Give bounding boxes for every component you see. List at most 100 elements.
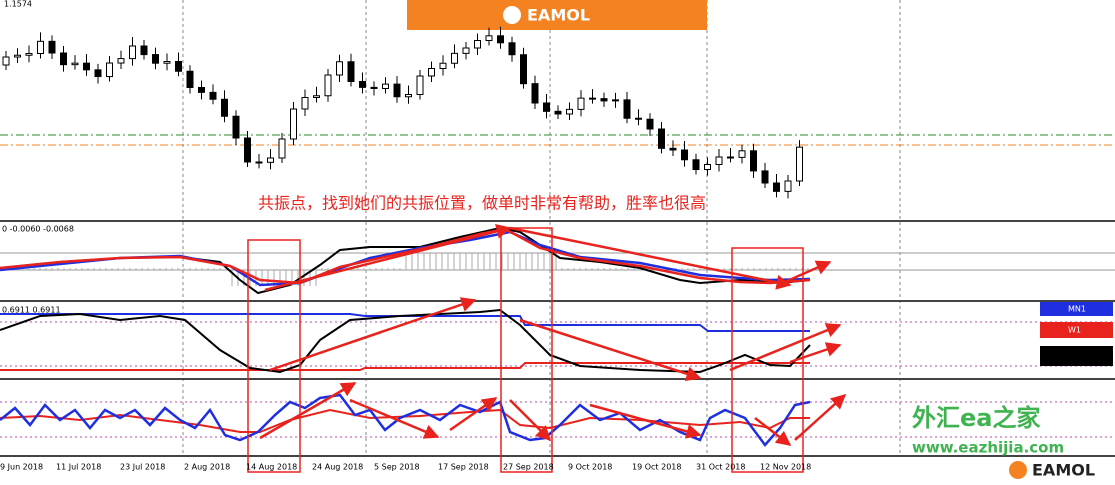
candle-body	[336, 61, 343, 76]
candle-body	[750, 150, 757, 172]
candle-body	[543, 102, 550, 112]
candle-body	[106, 62, 113, 78]
panel-label: 0 -0.0060 -0.0068	[2, 225, 74, 234]
candle-body	[255, 161, 263, 164]
candle-body	[198, 87, 205, 93]
candle-body	[232, 115, 240, 139]
candle-body	[370, 86, 378, 89]
candle-body	[405, 94, 412, 98]
date-label: 23 Jul 2018	[120, 463, 165, 472]
candle-body	[359, 81, 366, 88]
candle-body	[474, 40, 481, 49]
date-label: 11 Jul 2018	[56, 463, 101, 472]
candle-body	[324, 74, 332, 97]
date-label: 9 Jun 2018	[0, 463, 43, 472]
date-label: 9 Oct 2018	[568, 463, 612, 472]
candle-body	[140, 45, 148, 56]
panel-label: 0.6911 0.6911	[2, 306, 61, 315]
legend-label: MN1	[1068, 305, 1086, 314]
date-label: 12 Nov 2018	[760, 463, 811, 472]
candle-body	[692, 159, 700, 170]
candle-body	[589, 97, 596, 100]
candle-body	[267, 157, 274, 163]
watermark-title: 外汇ea之家	[912, 404, 1040, 432]
date-label: 14 Aug 2018	[246, 463, 297, 472]
price-label: 1.1574	[4, 0, 32, 9]
candle-body	[152, 54, 159, 64]
legend-label: W1	[1068, 326, 1081, 335]
candle-body	[60, 52, 67, 66]
candle-body	[566, 108, 573, 115]
candle-body	[669, 147, 677, 151]
candle-body	[71, 62, 79, 66]
candle-body	[715, 156, 723, 165]
macd-line	[0, 226, 811, 295]
candle-body	[244, 137, 251, 163]
date-label: 17 Sep 2018	[438, 463, 489, 472]
candle-body	[761, 170, 769, 184]
date-label: 19 Oct 2018	[632, 463, 681, 472]
annotation: 共振点，找到她们的共振位置，做单时非常有帮助，胜率也很高	[258, 194, 706, 213]
candle-body	[175, 61, 182, 72]
candle-body	[290, 108, 297, 140]
candle-body	[221, 98, 228, 117]
legend-box	[1040, 346, 1113, 366]
candle-body	[2, 56, 10, 66]
date-axis: 9 Jun 2018 11 Jul 2018 23 Jul 2018 2 Aug 20…	[0, 463, 811, 472]
candle-body	[738, 150, 746, 158]
d1-line	[0, 308, 811, 374]
candle-body	[623, 99, 631, 119]
candle-body	[796, 146, 803, 182]
candle-body	[704, 164, 711, 170]
candle-body	[94, 69, 102, 78]
logo-banner	[407, 0, 707, 30]
legend-box	[1040, 302, 1113, 316]
candle-body	[382, 83, 389, 89]
candle-body	[313, 95, 320, 98]
stoch-signal	[0, 408, 810, 433]
date-label: 5 Sep 2018	[374, 463, 420, 472]
candle-body	[635, 117, 642, 120]
candle-body	[48, 40, 56, 54]
candle-body	[577, 97, 585, 110]
highlight-boxes	[247, 227, 804, 473]
candle-body	[681, 149, 688, 161]
candle-body	[439, 62, 447, 69]
candle-body	[301, 97, 309, 110]
candle-body	[520, 54, 527, 85]
logo: EAMOL	[527, 6, 590, 25]
candle-body	[25, 53, 33, 56]
panel-separators	[0, 220, 1115, 457]
legend-box	[1040, 322, 1113, 338]
candle-body	[117, 58, 125, 64]
watermark-logo: EAMOL	[1032, 461, 1095, 480]
candle-body	[658, 128, 665, 149]
date-label: 31 Oct 2018	[696, 463, 745, 472]
date-label: 27 Sep 2018	[503, 463, 554, 472]
candle-body	[428, 68, 435, 77]
candle-body	[497, 35, 504, 44]
watermark-url: www.eazhijia.com	[912, 439, 1064, 457]
candle-body	[462, 47, 470, 54]
candle-body	[646, 118, 654, 130]
candle-body	[186, 70, 194, 88]
candle-body	[83, 62, 90, 71]
candle-body	[554, 110, 562, 115]
candle-body	[508, 42, 516, 56]
candle-body	[163, 61, 171, 64]
candle-body	[531, 83, 539, 104]
candle-body	[278, 138, 286, 159]
candle-body	[727, 156, 734, 159]
candle-body	[612, 99, 619, 102]
candle-body	[393, 83, 401, 98]
arrows	[259, 224, 847, 446]
date-label: 2 Aug 2018	[184, 463, 230, 472]
candle-body	[416, 75, 424, 95]
candle-body	[37, 40, 44, 54]
candle-body	[451, 52, 458, 64]
candle-body	[773, 182, 780, 192]
stoch-main	[0, 393, 811, 447]
candle-body	[347, 61, 355, 82]
